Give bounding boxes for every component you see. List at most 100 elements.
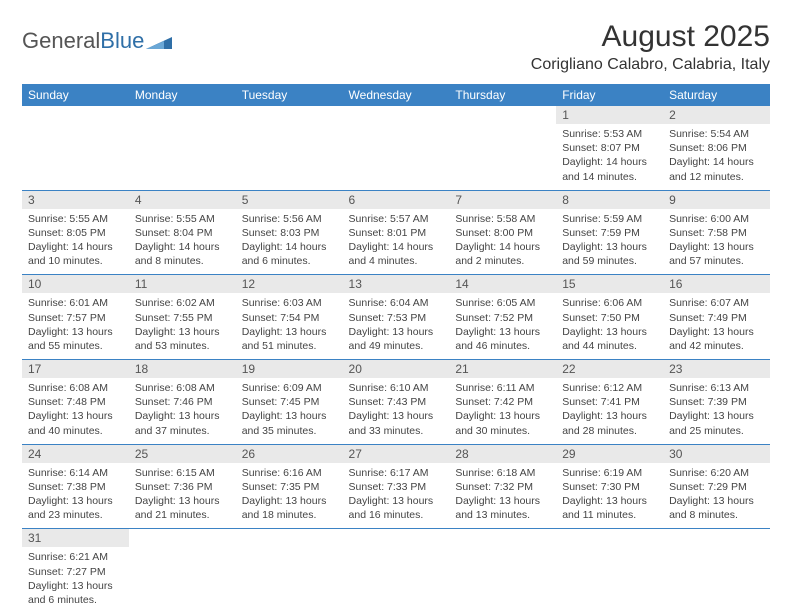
calendar-day-cell: 31Sunrise: 6:21 AMSunset: 7:27 PMDayligh… — [22, 529, 129, 613]
sunrise-text: Sunrise: 6:13 AM — [669, 381, 764, 395]
calendar-day-cell: 9Sunrise: 6:00 AMSunset: 7:58 PMDaylight… — [663, 190, 770, 275]
daylight-text: Daylight: 13 hours and 37 minutes. — [135, 409, 230, 437]
sunrise-text: Sunrise: 6:18 AM — [455, 466, 550, 480]
day-content: Sunrise: 6:18 AMSunset: 7:32 PMDaylight:… — [449, 463, 556, 529]
sunrise-text: Sunrise: 6:07 AM — [669, 296, 764, 310]
daylight-text: Daylight: 13 hours and 23 minutes. — [28, 494, 123, 522]
calendar-day-cell: 10Sunrise: 6:01 AMSunset: 7:57 PMDayligh… — [22, 275, 129, 360]
sunrise-text: Sunrise: 5:56 AM — [242, 212, 337, 226]
sunrise-text: Sunrise: 6:09 AM — [242, 381, 337, 395]
sunrise-text: Sunrise: 6:04 AM — [349, 296, 444, 310]
calendar-day-cell: 29Sunrise: 6:19 AMSunset: 7:30 PMDayligh… — [556, 444, 663, 529]
daylight-text: Daylight: 14 hours and 12 minutes. — [669, 155, 764, 183]
day-number: 5 — [236, 191, 343, 209]
sunset-text: Sunset: 7:45 PM — [242, 395, 337, 409]
sunset-text: Sunset: 7:57 PM — [28, 311, 123, 325]
sunset-text: Sunset: 8:06 PM — [669, 141, 764, 155]
calendar-week-row: 10Sunrise: 6:01 AMSunset: 7:57 PMDayligh… — [22, 275, 770, 360]
calendar-empty-cell — [663, 529, 770, 613]
day-content: Sunrise: 6:10 AMSunset: 7:43 PMDaylight:… — [343, 378, 450, 444]
day-content: Sunrise: 5:59 AMSunset: 7:59 PMDaylight:… — [556, 209, 663, 275]
daylight-text: Daylight: 13 hours and 40 minutes. — [28, 409, 123, 437]
sunset-text: Sunset: 7:49 PM — [669, 311, 764, 325]
sunset-text: Sunset: 7:55 PM — [135, 311, 230, 325]
calendar-day-cell: 2Sunrise: 5:54 AMSunset: 8:06 PMDaylight… — [663, 106, 770, 190]
calendar-day-cell: 3Sunrise: 5:55 AMSunset: 8:05 PMDaylight… — [22, 190, 129, 275]
day-number: 17 — [22, 360, 129, 378]
day-content: Sunrise: 6:03 AMSunset: 7:54 PMDaylight:… — [236, 293, 343, 359]
sunrise-text: Sunrise: 6:08 AM — [28, 381, 123, 395]
sunset-text: Sunset: 7:29 PM — [669, 480, 764, 494]
daylight-text: Daylight: 13 hours and 51 minutes. — [242, 325, 337, 353]
daylight-text: Daylight: 13 hours and 35 minutes. — [242, 409, 337, 437]
calendar-day-cell: 8Sunrise: 5:59 AMSunset: 7:59 PMDaylight… — [556, 190, 663, 275]
sunrise-text: Sunrise: 6:03 AM — [242, 296, 337, 310]
day-number: 9 — [663, 191, 770, 209]
column-header: Saturday — [663, 84, 770, 106]
daylight-text: Daylight: 14 hours and 2 minutes. — [455, 240, 550, 268]
calendar-day-cell: 22Sunrise: 6:12 AMSunset: 7:41 PMDayligh… — [556, 360, 663, 445]
calendar-day-cell: 25Sunrise: 6:15 AMSunset: 7:36 PMDayligh… — [129, 444, 236, 529]
day-content: Sunrise: 6:12 AMSunset: 7:41 PMDaylight:… — [556, 378, 663, 444]
day-content: Sunrise: 6:11 AMSunset: 7:42 PMDaylight:… — [449, 378, 556, 444]
daylight-text: Daylight: 13 hours and 28 minutes. — [562, 409, 657, 437]
calendar-day-cell: 24 Sunrise: 6:14 AMSunset: 7:38 PMDayligh… — [22, 444, 129, 529]
calendar-day-cell: 11Sunrise: 6:02 AMSunset: 7:55 PMDayligh… — [129, 275, 236, 360]
sunrise-text: Sunrise: 6:05 AM — [455, 296, 550, 310]
sunrise-text: Sunrise: 6:16 AM — [242, 466, 337, 480]
daylight-text: Daylight: 13 hours and 6 minutes. — [28, 579, 123, 607]
sunrise-text: Sunrise: 6:00 AM — [669, 212, 764, 226]
day-content: Sunrise: 6:16 AMSunset: 7:35 PMDaylight:… — [236, 463, 343, 529]
day-number: 30 — [663, 445, 770, 463]
day-content: Sunrise: 6:05 AMSunset: 7:52 PMDaylight:… — [449, 293, 556, 359]
logo: GeneralBlue — [22, 28, 172, 54]
day-content: Sunrise: 5:57 AMSunset: 8:01 PMDaylight:… — [343, 209, 450, 275]
sunset-text: Sunset: 7:35 PM — [242, 480, 337, 494]
daylight-text: Daylight: 13 hours and 16 minutes. — [349, 494, 444, 522]
calendar-day-cell: 20Sunrise: 6:10 AMSunset: 7:43 PMDayligh… — [343, 360, 450, 445]
calendar-day-cell: 5Sunrise: 5:56 AMSunset: 8:03 PMDaylight… — [236, 190, 343, 275]
day-content: Sunrise: 6:02 AMSunset: 7:55 PMDaylight:… — [129, 293, 236, 359]
calendar-day-cell: 1Sunrise: 5:53 AMSunset: 8:07 PMDaylight… — [556, 106, 663, 190]
daylight-text: Daylight: 13 hours and 57 minutes. — [669, 240, 764, 268]
sunset-text: Sunset: 7:42 PM — [455, 395, 550, 409]
location: Corigliano Calabro, Calabria, Italy — [531, 56, 770, 74]
calendar-day-cell: 28Sunrise: 6:18 AMSunset: 7:32 PMDayligh… — [449, 444, 556, 529]
day-content: Sunrise: 6:08 AMSunset: 7:48 PMDaylight:… — [22, 378, 129, 444]
sunset-text: Sunset: 8:07 PM — [562, 141, 657, 155]
day-number: 13 — [343, 275, 450, 293]
day-content: Sunrise: 6:09 AMSunset: 7:45 PMDaylight:… — [236, 378, 343, 444]
sunrise-text: Sunrise: 6:19 AM — [562, 466, 657, 480]
calendar-week-row: 24Sunrise: 6:14 AMSunset: 7:38 PMDayligh… — [22, 444, 770, 529]
sunrise-text: Sunrise: 6:01 AM — [28, 296, 123, 310]
calendar-day-cell: 23Sunrise: 6:13 AMSunset: 7:39 PMDayligh… — [663, 360, 770, 445]
daylight-text: Daylight: 14 hours and 14 minutes. — [562, 155, 657, 183]
day-number: 8 — [556, 191, 663, 209]
sunset-text: Sunset: 7:39 PM — [669, 395, 764, 409]
sunrise-text: Sunrise: 6:14 AM — [28, 466, 123, 480]
calendar-empty-cell — [556, 529, 663, 613]
daylight-text: Daylight: 13 hours and 49 minutes. — [349, 325, 444, 353]
day-content: Sunrise: 5:53 AMSunset: 8:07 PMDaylight:… — [556, 124, 663, 190]
day-number: 19 — [236, 360, 343, 378]
calendar-day-cell: 4Sunrise: 5:55 AMSunset: 8:04 PMDaylight… — [129, 190, 236, 275]
day-content: Sunrise: 6:00 AMSunset: 7:58 PMDaylight:… — [663, 209, 770, 275]
day-number: 24 — [22, 445, 129, 463]
sunrise-text: Sunrise: 6:20 AM — [669, 466, 764, 480]
day-content: Sunrise: 5:54 AMSunset: 8:06 PMDaylight:… — [663, 124, 770, 190]
day-content: Sunrise: 6:13 AMSunset: 7:39 PMDaylight:… — [663, 378, 770, 444]
daylight-text: Daylight: 13 hours and 11 minutes. — [562, 494, 657, 522]
day-number: 27 — [343, 445, 450, 463]
day-number: 18 — [129, 360, 236, 378]
sunset-text: Sunset: 7:38 PM — [28, 480, 123, 494]
calendar-day-cell: 17Sunrise: 6:08 AMSunset: 7:48 PMDayligh… — [22, 360, 129, 445]
sunrise-text: Sunrise: 6:17 AM — [349, 466, 444, 480]
daylight-text: Daylight: 13 hours and 53 minutes. — [135, 325, 230, 353]
day-content: Sunrise: 6:15 AMSunset: 7:36 PMDaylight:… — [129, 463, 236, 529]
calendar-empty-cell — [343, 529, 450, 613]
calendar-empty-cell — [236, 106, 343, 190]
column-header: Thursday — [449, 84, 556, 106]
sunrise-text: Sunrise: 6:21 AM — [28, 550, 123, 564]
daylight-text: Daylight: 13 hours and 44 minutes. — [562, 325, 657, 353]
day-content: Sunrise: 6:21 AMSunset: 7:27 PMDaylight:… — [22, 547, 129, 613]
